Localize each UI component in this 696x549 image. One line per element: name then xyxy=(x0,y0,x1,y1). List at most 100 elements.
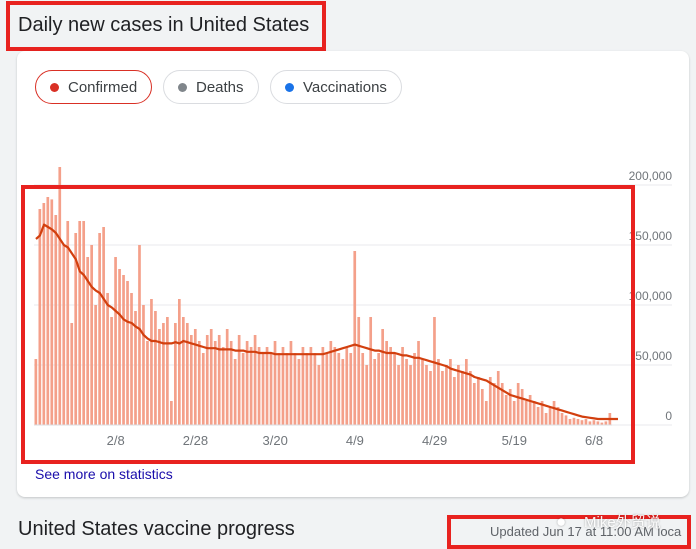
bar xyxy=(425,365,428,425)
bar xyxy=(353,251,357,425)
bar xyxy=(417,341,420,425)
bar xyxy=(58,167,62,425)
tab-vaccinations-label: Vaccinations xyxy=(303,78,387,96)
bar xyxy=(369,317,373,425)
bar xyxy=(524,401,528,425)
x-tick-label: 4/9 xyxy=(346,433,364,448)
bar xyxy=(142,305,145,425)
bar xyxy=(289,341,293,425)
bar xyxy=(245,341,249,425)
vaccinations-dot-icon xyxy=(285,82,294,92)
bar xyxy=(484,401,488,425)
bar xyxy=(154,311,157,425)
bar xyxy=(373,359,377,425)
bar xyxy=(118,269,121,425)
page-title: Daily new cases in United States xyxy=(18,14,310,36)
bar xyxy=(496,371,500,425)
tab-deaths[interactable]: Deaths xyxy=(163,70,259,104)
bar xyxy=(516,383,520,425)
bar xyxy=(413,353,416,425)
bar xyxy=(189,335,193,425)
bar xyxy=(134,311,137,425)
bar xyxy=(301,347,305,425)
x-tick-label: 5/19 xyxy=(502,433,527,448)
bar xyxy=(453,377,456,425)
bar xyxy=(480,389,484,425)
bar xyxy=(500,383,504,425)
y-tick-label: 100,000 xyxy=(629,289,673,303)
bar xyxy=(82,221,86,425)
x-tick-label: 2/28 xyxy=(183,433,208,448)
bar xyxy=(349,353,353,425)
bar xyxy=(520,389,524,425)
bar xyxy=(114,257,117,425)
bar xyxy=(568,419,572,425)
bar xyxy=(34,359,38,425)
bar xyxy=(174,323,177,425)
bar xyxy=(321,347,325,425)
bar xyxy=(74,233,78,425)
bar xyxy=(429,371,432,425)
bar xyxy=(265,347,269,425)
bar xyxy=(62,245,66,425)
bar xyxy=(249,347,253,425)
bar xyxy=(162,323,165,425)
bar xyxy=(50,199,54,425)
bar xyxy=(580,420,584,425)
bar xyxy=(94,305,97,425)
bar xyxy=(201,353,205,425)
bar xyxy=(389,347,392,425)
bar xyxy=(361,353,365,425)
bar xyxy=(305,353,309,425)
bar xyxy=(532,401,536,425)
bar xyxy=(185,323,189,425)
bar xyxy=(393,353,396,425)
title-highlight-box xyxy=(6,1,326,51)
bar xyxy=(325,353,329,425)
wechat-icon: ● xyxy=(556,512,567,531)
bar xyxy=(401,347,404,425)
watermark-text: Mike外贸说 xyxy=(584,514,661,531)
bar xyxy=(241,353,245,425)
bar xyxy=(441,371,444,425)
bar xyxy=(166,317,169,425)
bar xyxy=(345,347,349,425)
bar xyxy=(273,341,277,425)
bar xyxy=(122,275,125,425)
tab-confirmed[interactable]: Confirmed xyxy=(35,70,153,104)
bar xyxy=(309,347,313,425)
bar xyxy=(540,401,544,425)
bar xyxy=(472,383,476,425)
bar xyxy=(297,359,301,425)
bar xyxy=(277,353,281,425)
tab-deaths-label: Deaths xyxy=(196,78,244,96)
tab-confirmed-label: Confirmed xyxy=(68,78,138,96)
bar xyxy=(269,353,273,425)
bar xyxy=(556,407,560,425)
bar xyxy=(341,359,345,425)
see-more-statistics-link[interactable]: See more on statistics xyxy=(35,466,173,482)
bar xyxy=(548,407,552,425)
bar xyxy=(70,323,74,425)
bar xyxy=(588,421,592,425)
bar xyxy=(102,227,105,425)
bar xyxy=(237,335,241,425)
bar xyxy=(213,341,217,425)
bar xyxy=(138,245,141,425)
bar xyxy=(397,365,400,425)
bar xyxy=(409,365,412,425)
x-tick-label: 4/29 xyxy=(422,433,447,448)
bar xyxy=(584,419,588,425)
bar xyxy=(333,347,337,425)
tab-vaccinations[interactable]: Vaccinations xyxy=(270,70,402,104)
bar xyxy=(229,341,233,425)
bar xyxy=(377,353,380,425)
bar xyxy=(181,317,185,425)
bar xyxy=(421,359,424,425)
bar xyxy=(257,347,261,425)
bar xyxy=(476,377,480,425)
bar xyxy=(66,221,70,425)
rolling-average-line xyxy=(35,223,618,421)
x-tick-label: 2/8 xyxy=(107,433,125,448)
bar xyxy=(146,341,149,425)
